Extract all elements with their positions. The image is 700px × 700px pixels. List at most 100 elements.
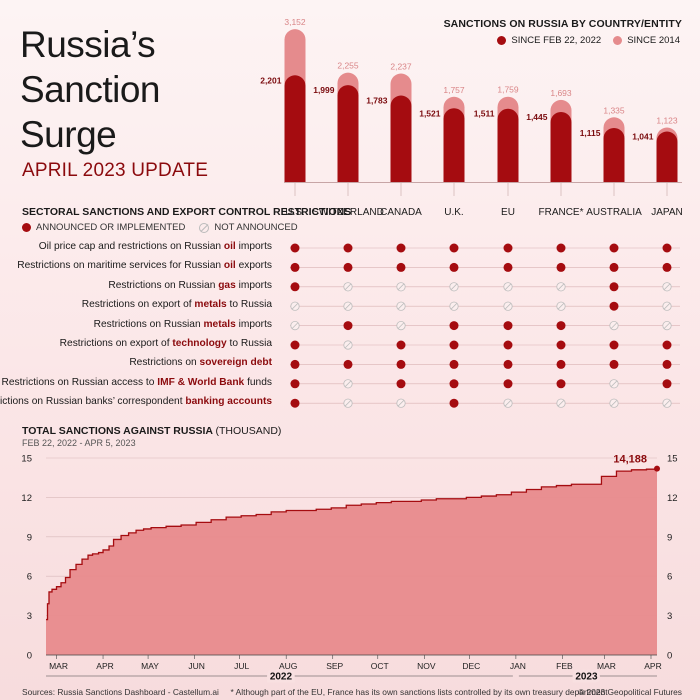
not-announced-mark [290, 320, 300, 331]
y-tick-left: 3 [27, 611, 32, 622]
not-announced-mark [556, 398, 566, 408]
announced-dot [449, 340, 459, 350]
announced-dot [503, 379, 513, 389]
y-tick-left: 9 [27, 532, 32, 543]
not-announced-mark [396, 320, 406, 331]
announced-dot [609, 359, 619, 369]
announced-dot [449, 262, 459, 272]
legend-item-2014: SINCE 2014 [613, 35, 680, 46]
legend-label-2022: SINCE FEB 22, 2022 [511, 35, 602, 46]
bar-label-2014: 1,123 [656, 116, 678, 126]
announced-dot [503, 340, 513, 350]
footer-note: * Although part of the EU, France has it… [230, 687, 608, 697]
footer-copyright: © 2023 Geopolitical Futures [578, 687, 682, 697]
bar-category-label: FRANCE* [538, 207, 583, 218]
not-announced-mark [396, 282, 406, 292]
bar-category-label: U.K. [444, 207, 463, 218]
bar-chart-legend: SINCE FEB 22, 2022 SINCE 2014 [497, 35, 680, 46]
not-announced-mark [290, 301, 300, 311]
not-announced-slash [557, 283, 565, 291]
not-announced-mark [343, 282, 353, 292]
x-tick-label: JUN [188, 661, 205, 671]
y-tick-right: 0 [667, 651, 672, 662]
y-tick-right: 9 [667, 532, 672, 543]
announced-dot [503, 262, 513, 272]
bar-since-2022 [550, 111, 572, 182]
not-announced-slash [450, 302, 458, 310]
bar-label-2022: 1,445 [526, 112, 548, 122]
not-announced-slash [291, 302, 299, 310]
not-announced-slash [504, 283, 512, 291]
row-label-highlight: sovereign debt [199, 357, 272, 369]
row-label-highlight: gas [218, 279, 236, 291]
row-label-highlight: metals [203, 318, 236, 330]
announced-dot [290, 243, 300, 253]
y-tick-left: 12 [21, 493, 32, 504]
footer-sources-text: Sources: Russia Sanctions Dashboard - Ca… [22, 687, 219, 697]
x-tick-label: JUL [234, 661, 249, 671]
not-announced-slash [610, 322, 618, 329]
announced-dot [609, 301, 619, 311]
bar-category-label: SWITZERLAND [312, 207, 384, 218]
not-announced-slash [663, 399, 671, 407]
legend-swatch-2022 [497, 36, 507, 45]
page-title: Russia’s Sanction Surge [20, 22, 250, 157]
x-tick-label: MAY [141, 661, 159, 671]
sectoral-row-label: Restrictions on Russian access to IMF & … [2, 377, 272, 388]
announced-dot [449, 243, 459, 253]
announced-dot [503, 243, 513, 253]
sectoral-row-label: Restrictions on export of technology to … [60, 338, 272, 349]
announced-dot [290, 282, 300, 292]
area-end-label: 14,188 [613, 454, 647, 466]
row-label-text: exports [235, 260, 272, 272]
not-announced-slash [344, 302, 352, 310]
not-announced-slash [663, 283, 671, 291]
announced-dot [556, 243, 566, 253]
x-tick-label: MAR [49, 661, 68, 671]
bar-label-2022: 1,521 [419, 108, 441, 118]
bar-chart-title: SANCTIONS ON RUSSIA BY COUNTRY/ENTITY [443, 18, 682, 30]
bar-since-2022 [443, 108, 465, 182]
not-announced-slash [397, 283, 405, 291]
y-tick-left: 0 [27, 651, 32, 662]
not-announced-slash [663, 322, 671, 329]
x-tick-label: SEP [326, 661, 343, 671]
page-subtitle: APRIL 2023 UPDATE [22, 160, 209, 181]
row-label-text: to Russia [226, 338, 272, 349]
not-announced-mark [503, 398, 513, 408]
bar-label-2022: 1,511 [474, 109, 495, 119]
not-announced-mark [662, 301, 672, 311]
bar-label-2022: 2,201 [260, 75, 282, 85]
row-label-highlight: banking accounts [185, 396, 272, 408]
announced-dot [343, 243, 353, 253]
not-announced-mark [662, 282, 672, 292]
not-announced-mark [503, 282, 513, 292]
y-tick-left: 6 [27, 572, 32, 583]
not-announced-slash [397, 322, 405, 329]
announced-dot-icon [22, 223, 31, 232]
not-announced-slash [344, 380, 352, 388]
not-announced-slash [397, 302, 405, 310]
not-announced-mark [449, 282, 459, 292]
bar-category-label: CANADA [380, 207, 422, 218]
not-announced-mark [556, 282, 566, 292]
area-fill [46, 468, 657, 655]
sectoral-row-label: Restrictions on Russian metals imports [94, 319, 272, 330]
y-tick-right: 3 [667, 611, 672, 622]
x-tick-label: OCT [371, 661, 389, 671]
legend-announced: ANNOUNCED OR IMPLEMENTED [22, 222, 185, 233]
sectoral-row-label: Restrictions on maritime services for Ru… [17, 260, 272, 271]
announced-dot [662, 340, 672, 350]
not-announced-mark [609, 379, 619, 389]
total-chart-title-unit: (THOUSAND) [215, 425, 282, 437]
not-announced-mark [343, 398, 353, 408]
bar-label-2022: 1,041 [632, 132, 654, 142]
sectoral-row-label: Restrictions on Russian banks’ correspon… [0, 396, 272, 407]
bar-label-2014: 1,759 [497, 85, 519, 95]
legend-not-announced-label: NOT ANNOUNCED [214, 222, 298, 233]
not-announced-mark [396, 301, 406, 311]
x-tick-label: APR [644, 661, 661, 671]
sectoral-row-label: Oil price cap and restrictions on Russia… [39, 241, 272, 252]
bar-label-2014: 3,152 [284, 17, 306, 27]
bar-category-label: U.S. [285, 207, 304, 218]
